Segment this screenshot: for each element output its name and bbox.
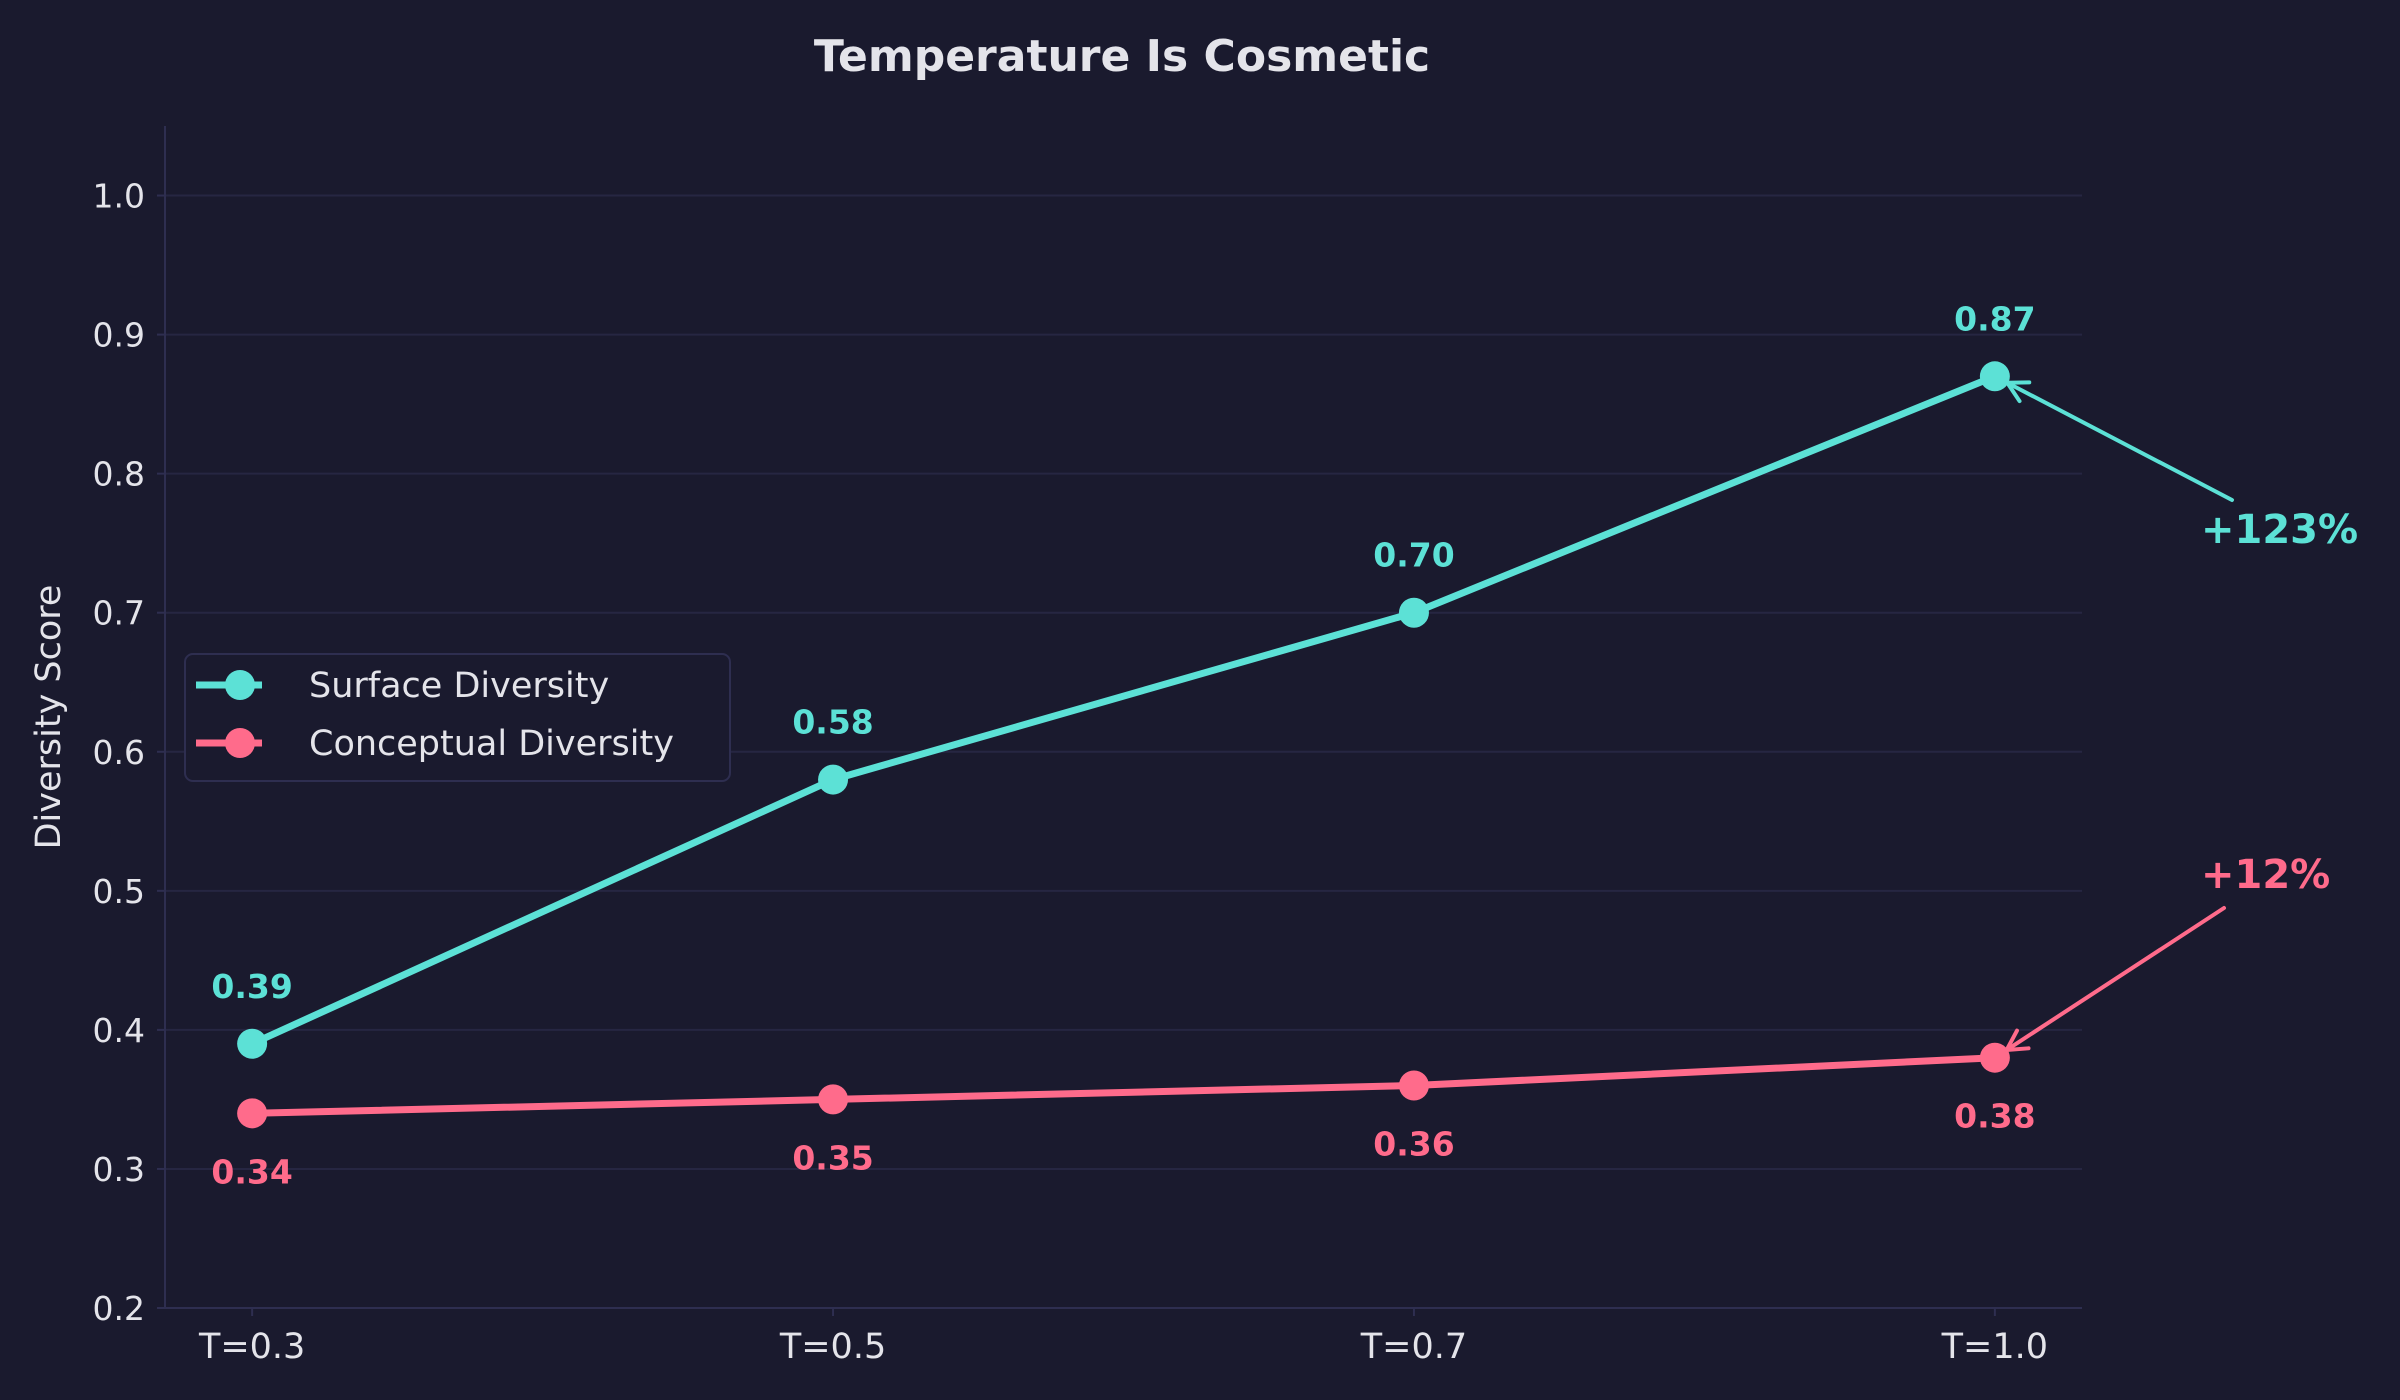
data-point (237, 1098, 268, 1129)
data-point (1979, 1042, 2010, 1073)
data-label: 0.36 (1373, 1125, 1454, 1164)
annotation-arrow (2004, 906, 2226, 1053)
data-point (1398, 597, 1429, 628)
data-label: 0.58 (792, 703, 873, 742)
data-point (1398, 1070, 1429, 1101)
y-tick-label: 0.4 (93, 1011, 145, 1050)
x-tick-label: T=0.3 (198, 1327, 305, 1367)
legend-label: Surface Diversity (309, 666, 609, 706)
y-tick-label: 0.9 (93, 316, 145, 355)
legend-marker (225, 728, 255, 758)
x-tick-label: T=0.7 (1360, 1327, 1467, 1367)
y-tick-label: 0.8 (93, 455, 145, 494)
annotation-arrowhead (2004, 1046, 2031, 1053)
data-label: 0.70 (1373, 536, 1454, 575)
annotation-label: +123% (2201, 507, 2358, 553)
annotation-arrowhead (2005, 380, 2022, 404)
y-tick-label: 0.7 (93, 594, 145, 633)
data-point (237, 1028, 268, 1059)
chart-title: Temperature Is Cosmetic (814, 31, 1430, 82)
legend-marker (225, 670, 255, 700)
series-line-surface (250, 373, 1997, 1047)
data-label: 0.87 (1954, 299, 2035, 338)
data-point (818, 1084, 849, 1115)
y-tick-label: 1.0 (93, 177, 145, 216)
data-point (818, 764, 849, 795)
y-tick-label: 0.6 (93, 733, 145, 772)
series-line-conceptual (252, 1054, 1996, 1117)
x-tick-label: T=0.5 (779, 1327, 886, 1367)
annotation-arrow (2005, 380, 2234, 502)
data-label: 0.35 (792, 1138, 873, 1177)
legend-label: Conceptual Diversity (309, 724, 674, 764)
annotation-label: +12% (2201, 852, 2330, 898)
y-axis-label: Diversity Score (29, 585, 69, 850)
data-label: 0.38 (1954, 1097, 2035, 1136)
data-label: 0.34 (211, 1152, 292, 1191)
y-tick-label: 0.5 (93, 872, 145, 911)
data-label: 0.39 (211, 967, 292, 1006)
annotation-arrowhead (2004, 1028, 2019, 1053)
x-tick-label: T=1.0 (1941, 1327, 2048, 1367)
data-point (1979, 361, 2010, 392)
legend: Surface Diversity Conceptual Diversity (184, 653, 731, 782)
legend-box (184, 653, 731, 782)
y-tick-label: 0.3 (93, 1150, 145, 1189)
y-tick-label: 0.2 (93, 1289, 145, 1328)
